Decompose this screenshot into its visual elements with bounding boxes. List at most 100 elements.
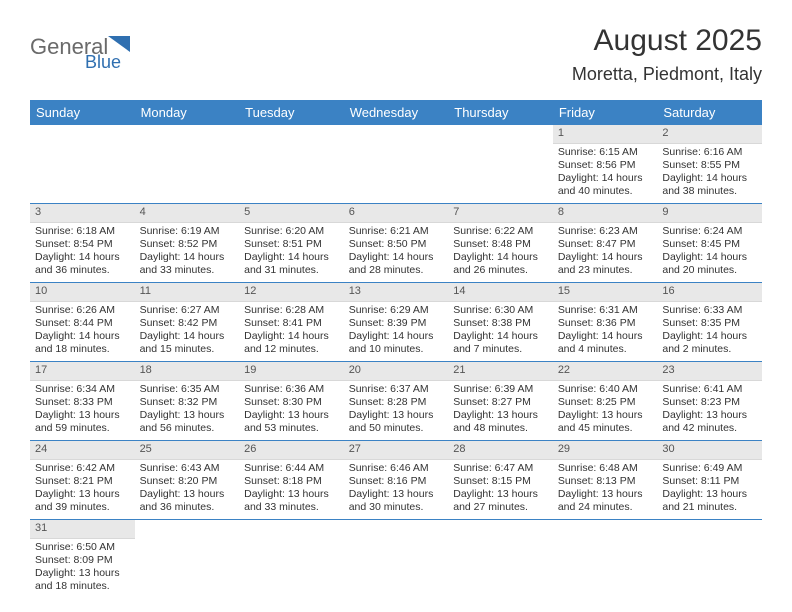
- calendar-day: 7Sunrise: 6:22 AMSunset: 8:48 PMDaylight…: [448, 204, 553, 283]
- day-sunset: Sunset: 8:51 PM: [244, 238, 339, 251]
- day-day2: and 40 minutes.: [558, 185, 653, 198]
- day-details: Sunrise: 6:40 AMSunset: 8:25 PMDaylight:…: [553, 381, 658, 440]
- calendar-day: 13Sunrise: 6:29 AMSunset: 8:39 PMDayligh…: [344, 283, 449, 362]
- day-sunset: Sunset: 8:30 PM: [244, 396, 339, 409]
- day-day1: Daylight: 13 hours: [244, 488, 339, 501]
- day-details: Sunrise: 6:37 AMSunset: 8:28 PMDaylight:…: [344, 381, 449, 440]
- day-sunrise: Sunrise: 6:23 AM: [558, 225, 653, 238]
- day-sunset: Sunset: 8:54 PM: [35, 238, 130, 251]
- day-day1: Daylight: 14 hours: [662, 251, 757, 264]
- page-title: August 2025: [572, 24, 762, 58]
- day-sunrise: Sunrise: 6:24 AM: [662, 225, 757, 238]
- day-day1: Daylight: 13 hours: [35, 409, 130, 422]
- day-sunset: Sunset: 8:16 PM: [349, 475, 444, 488]
- day-day1: Daylight: 14 hours: [244, 330, 339, 343]
- day-day1: Daylight: 13 hours: [453, 488, 548, 501]
- day-day2: and 30 minutes.: [349, 501, 444, 514]
- day-number: 19: [239, 362, 344, 381]
- day-number: 9: [657, 204, 762, 223]
- day-day2: and 39 minutes.: [35, 501, 130, 514]
- day-number: 26: [239, 441, 344, 460]
- day-day1: Daylight: 13 hours: [35, 567, 130, 580]
- calendar-day: 19Sunrise: 6:36 AMSunset: 8:30 PMDayligh…: [239, 362, 344, 441]
- day-day1: Daylight: 13 hours: [140, 409, 235, 422]
- day-day2: and 59 minutes.: [35, 422, 130, 435]
- calendar-day: 3 Sunrise: 6:18 AMSunset: 8:54 PMDaylight…: [30, 204, 135, 283]
- calendar-day-empty: [657, 520, 762, 599]
- day-header: Tuesday: [239, 100, 344, 125]
- calendar-day-empty: [553, 520, 658, 599]
- day-day1: Daylight: 14 hours: [662, 172, 757, 185]
- calendar-day-empty: [344, 520, 449, 599]
- day-sunrise: Sunrise: 6:41 AM: [662, 383, 757, 396]
- sail-icon: [108, 36, 130, 52]
- title-block: August 2025 Moretta, Piedmont, Italy: [572, 24, 762, 85]
- day-number: 13: [344, 283, 449, 302]
- day-sunrise: Sunrise: 6:33 AM: [662, 304, 757, 317]
- day-details: Sunrise: 6:23 AMSunset: 8:47 PMDaylight:…: [553, 223, 658, 282]
- page-header: General Blue August 2025 Moretta, Piedmo…: [30, 24, 762, 94]
- day-sunset: Sunset: 8:21 PM: [35, 475, 130, 488]
- day-number: 15: [553, 283, 658, 302]
- calendar-day: 16Sunrise: 6:33 AMSunset: 8:35 PMDayligh…: [657, 283, 762, 362]
- day-sunrise: Sunrise: 6:22 AM: [453, 225, 548, 238]
- day-sunrise: Sunrise: 6:48 AM: [558, 462, 653, 475]
- day-number: 8: [553, 204, 658, 223]
- day-day1: Daylight: 14 hours: [140, 330, 235, 343]
- day-details: Sunrise: 6:16 AMSunset: 8:55 PMDaylight:…: [657, 144, 762, 203]
- day-sunrise: Sunrise: 6:44 AM: [244, 462, 339, 475]
- day-day2: and 21 minutes.: [662, 501, 757, 514]
- day-details: Sunrise: 6:19 AMSunset: 8:52 PMDaylight:…: [135, 223, 240, 282]
- day-day1: Daylight: 14 hours: [35, 330, 130, 343]
- day-day1: Daylight: 13 hours: [662, 488, 757, 501]
- day-sunset: Sunset: 8:36 PM: [558, 317, 653, 330]
- day-day1: Daylight: 14 hours: [244, 251, 339, 264]
- day-number: 10: [30, 283, 135, 302]
- day-details: Sunrise: 6:15 AMSunset: 8:56 PMDaylight:…: [553, 144, 658, 203]
- day-day1: Daylight: 14 hours: [453, 330, 548, 343]
- calendar-week: 3Sunrise: 6:18 AMSunset: 8:54 PMDaylight…: [30, 204, 762, 283]
- day-sunset: Sunset: 8:50 PM: [349, 238, 444, 251]
- day-header: Sunday: [30, 100, 135, 125]
- day-day1: Daylight: 13 hours: [140, 488, 235, 501]
- calendar-day: 2Sunrise: 6:16 AMSunset: 8:55 PMDaylight…: [657, 125, 762, 204]
- calendar-day: 9Sunrise: 6:24 AMSunset: 8:45 PMDaylight…: [657, 204, 762, 283]
- day-sunrise: Sunrise: 6:46 AM: [349, 462, 444, 475]
- day-sunrise: Sunrise: 6:43 AM: [140, 462, 235, 475]
- day-number: 16: [657, 283, 762, 302]
- day-header-row: SundayMondayTuesdayWednesdayThursdayFrid…: [30, 100, 762, 125]
- day-details: Sunrise: 6:27 AMSunset: 8:42 PMDaylight:…: [135, 302, 240, 361]
- day-sunset: Sunset: 8:09 PM: [35, 554, 130, 567]
- day-day2: and 2 minutes.: [662, 343, 757, 356]
- day-sunset: Sunset: 8:27 PM: [453, 396, 548, 409]
- day-header: Wednesday: [344, 100, 449, 125]
- calendar-day-empty: [30, 125, 135, 204]
- day-number: 3: [30, 204, 135, 223]
- calendar-day: 4Sunrise: 6:19 AMSunset: 8:52 PMDaylight…: [135, 204, 240, 283]
- day-details: Sunrise: 6:48 AMSunset: 8:13 PMDaylight:…: [553, 460, 658, 519]
- day-sunrise: Sunrise: 6:31 AM: [558, 304, 653, 317]
- day-day1: Daylight: 14 hours: [35, 251, 130, 264]
- day-number: 27: [344, 441, 449, 460]
- day-sunrise: Sunrise: 6:30 AM: [453, 304, 548, 317]
- day-sunrise: Sunrise: 6:28 AM: [244, 304, 339, 317]
- day-details: Sunrise: 6:49 AMSunset: 8:11 PMDaylight:…: [657, 460, 762, 519]
- calendar-day-empty: [344, 125, 449, 204]
- day-sunrise: Sunrise: 6:49 AM: [662, 462, 757, 475]
- day-day2: and 38 minutes.: [662, 185, 757, 198]
- day-sunrise: Sunrise: 6:42 AM: [35, 462, 130, 475]
- day-sunrise: Sunrise: 6:18 AM: [35, 225, 130, 238]
- day-sunset: Sunset: 8:11 PM: [662, 475, 757, 488]
- calendar-day: 21Sunrise: 6:39 AMSunset: 8:27 PMDayligh…: [448, 362, 553, 441]
- day-day2: and 18 minutes.: [35, 580, 130, 593]
- day-day2: and 33 minutes.: [140, 264, 235, 277]
- day-sunset: Sunset: 8:33 PM: [35, 396, 130, 409]
- day-sunrise: Sunrise: 6:21 AM: [349, 225, 444, 238]
- day-sunrise: Sunrise: 6:34 AM: [35, 383, 130, 396]
- calendar-day: 6Sunrise: 6:21 AMSunset: 8:50 PMDaylight…: [344, 204, 449, 283]
- day-details: Sunrise: 6:24 AMSunset: 8:45 PMDaylight:…: [657, 223, 762, 282]
- day-day2: and 4 minutes.: [558, 343, 653, 356]
- day-day1: Daylight: 14 hours: [558, 330, 653, 343]
- day-sunset: Sunset: 8:48 PM: [453, 238, 548, 251]
- calendar-head: SundayMondayTuesdayWednesdayThursdayFrid…: [30, 100, 762, 125]
